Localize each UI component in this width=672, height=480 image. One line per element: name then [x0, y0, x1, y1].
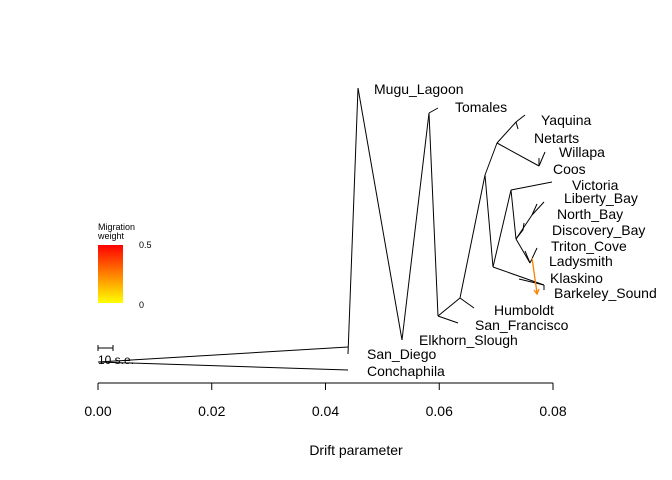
leaf-label: Netarts — [534, 130, 579, 146]
tree-branch — [496, 142, 540, 167]
tree-branch — [522, 222, 525, 231]
tree-branch — [515, 238, 531, 264]
scale-bar-label: 10 s.e. — [98, 353, 134, 367]
tree-branch — [484, 174, 494, 268]
tree-branch — [531, 203, 538, 216]
tree-branch — [492, 266, 545, 286]
leaf-label: Conchaphila — [367, 363, 445, 379]
x-tick-label: 0.02 — [198, 403, 225, 419]
tree-branch — [428, 112, 439, 317]
leaf-label: Mugu_Lagoon — [374, 81, 464, 97]
leaf-label: Discovery_Bay — [552, 222, 645, 238]
legend-title-line1: Migration — [98, 222, 135, 232]
tree-branch — [437, 297, 461, 317]
tree-branch — [459, 174, 486, 299]
leaf-label: North_Bay — [557, 206, 623, 222]
leaf-label: Humboldt — [494, 302, 554, 318]
legend-title-line2: weight — [97, 231, 125, 241]
tree-branch — [515, 114, 526, 123]
tree-branch — [524, 250, 531, 264]
scale-bar: 10 s.e. — [97, 345, 134, 367]
leaf-label: Elkhorn_Slough — [419, 332, 518, 348]
tree-branch — [484, 142, 498, 176]
legend-max-label: 0.5 — [139, 240, 152, 250]
tree-branch — [529, 247, 538, 264]
tree-branch — [97, 361, 349, 371]
tree-branch — [428, 107, 439, 114]
migration-edge — [531, 257, 538, 294]
tree-branch — [515, 121, 519, 130]
x-tick-label: 0.06 — [426, 403, 453, 419]
tree-branch — [437, 315, 459, 324]
leaf-label: Triton_Cove — [551, 238, 627, 254]
x-axis-ticks: 0.00 0.02 0.04 0.06 0.08 — [84, 383, 567, 419]
tree-branch — [496, 121, 517, 144]
leaf-label: San_Diego — [367, 346, 436, 362]
leaf-label: Tomales — [455, 99, 507, 115]
tree-branch — [538, 151, 546, 167]
tree-branch — [518, 278, 545, 286]
leaf-label: San_Francisco — [475, 317, 569, 333]
tree-branch — [492, 189, 512, 268]
x-tick-label: 0.00 — [84, 403, 111, 419]
leaf-label: Willapa — [559, 144, 605, 160]
x-axis-title: Drift parameter — [309, 442, 403, 458]
x-tick-label: 0.08 — [539, 403, 566, 419]
leaf-label: Liberty_Bay — [564, 190, 638, 206]
tree-branch — [97, 346, 349, 363]
x-axis: 0.00 0.02 0.04 0.06 0.08 Drift parameter — [84, 382, 567, 458]
legend-min-label: 0 — [139, 300, 144, 310]
tree-branch — [459, 297, 475, 309]
leaf-label: Coos — [553, 161, 586, 177]
legend-color-bar — [98, 245, 123, 303]
tree-branch — [347, 87, 359, 355]
tree-branch — [510, 189, 517, 240]
tree-branch — [515, 229, 524, 240]
tree-branch — [531, 201, 545, 216]
x-tick-label: 0.04 — [312, 403, 339, 419]
migration-legend: Migration weight 0.5 0 — [97, 222, 152, 310]
tree-branch — [510, 181, 553, 191]
tree-branch — [357, 87, 403, 341]
migration-edge-arrowhead — [533, 288, 540, 296]
tree-branches — [97, 87, 553, 371]
leaf-label: Yaquina — [541, 112, 592, 128]
leaf-label: Barkeley_Sound — [554, 285, 657, 301]
leaf-label: Klaskino — [550, 270, 603, 286]
tree-branch — [401, 112, 430, 341]
leaf-label: Victoria — [572, 177, 619, 193]
leaf-label: Ladysmith — [549, 253, 613, 269]
leaf-labels: Mugu_LagoonTomalesYaquinaNetartsWillapaC… — [367, 81, 657, 379]
